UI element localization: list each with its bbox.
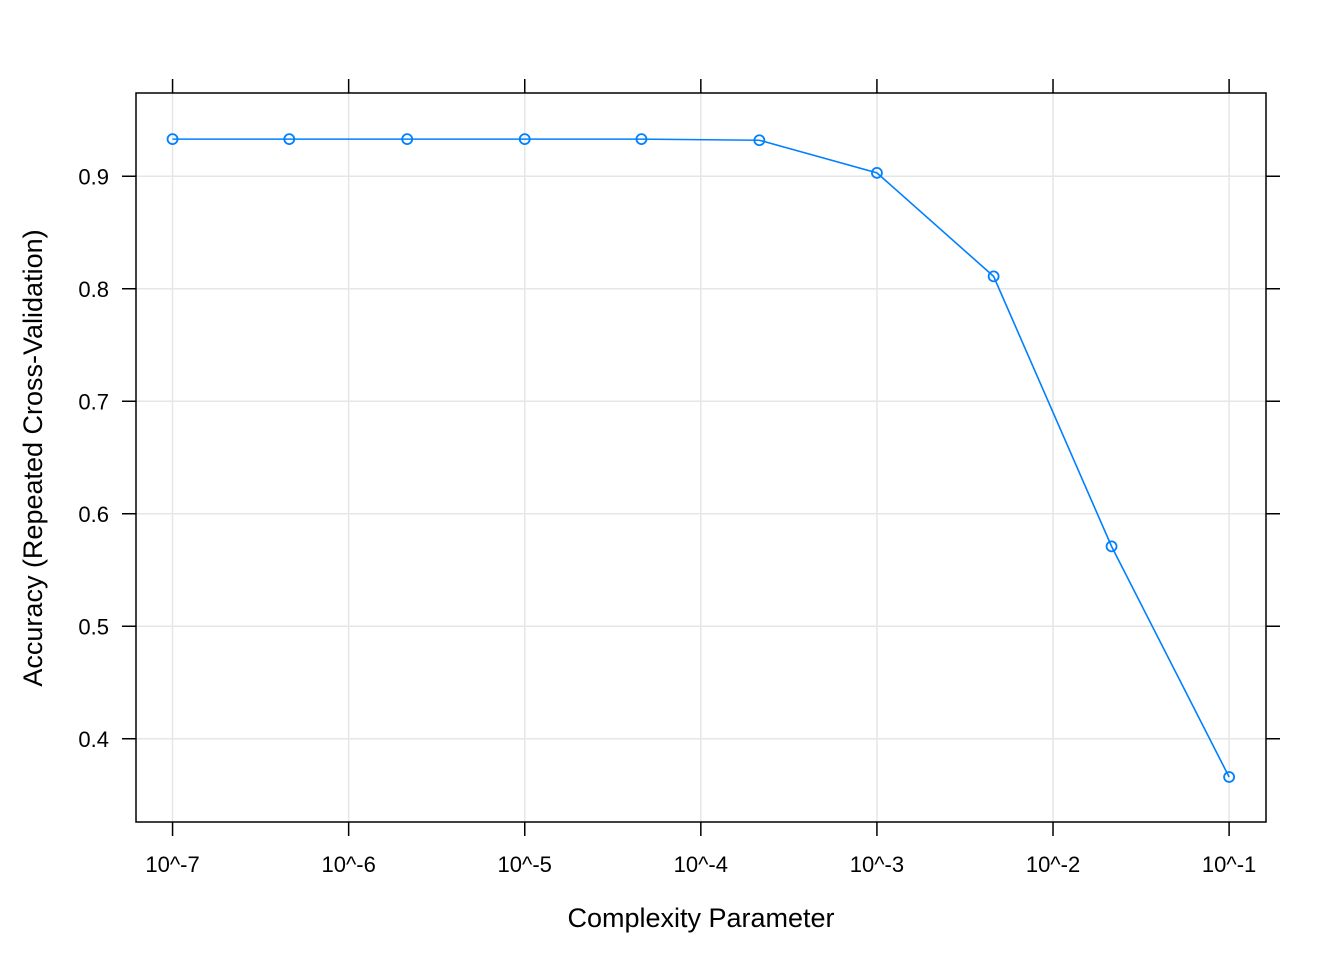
series-line bbox=[172, 138, 1230, 778]
y-tick-label: 0.5 bbox=[78, 614, 109, 639]
data-point bbox=[518, 133, 531, 146]
data-point bbox=[1105, 540, 1118, 553]
x-tick-label: 10^-7 bbox=[145, 852, 199, 877]
y-tick-label: 0.9 bbox=[78, 164, 109, 189]
x-tick-label: 10^-1 bbox=[1202, 852, 1256, 877]
series-layer bbox=[166, 133, 1236, 783]
x-tick-label: 10^-3 bbox=[850, 852, 904, 877]
x-tick-label: 10^-2 bbox=[1026, 852, 1080, 877]
data-point bbox=[871, 166, 883, 179]
x-tick-label: 10^-6 bbox=[321, 852, 375, 877]
data-point bbox=[283, 133, 296, 146]
y-tick-label: 0.6 bbox=[78, 502, 109, 527]
data-point bbox=[987, 270, 1000, 283]
y-tick-label: 0.8 bbox=[78, 277, 109, 302]
data-point bbox=[753, 134, 766, 147]
data-point bbox=[401, 133, 414, 146]
x-tick-label: 10^-4 bbox=[674, 852, 728, 877]
x-tick-label: 10^-5 bbox=[498, 852, 552, 877]
y-axis-title: Accuracy (Repeated Cross-Validation) bbox=[18, 229, 48, 686]
axes: 10^-7 10^-6 10^-5 10^-4 10^-3 10^-2 10^-1 0.4 0.… bbox=[78, 79, 1280, 877]
data-point bbox=[1223, 771, 1236, 783]
data-point bbox=[166, 133, 179, 146]
grid bbox=[136, 93, 1266, 822]
y-tick-label: 0.7 bbox=[78, 389, 109, 414]
y-tick-label: 0.4 bbox=[78, 727, 109, 752]
data-point bbox=[635, 133, 648, 146]
x-axis-title: Complexity Parameter bbox=[567, 903, 834, 933]
